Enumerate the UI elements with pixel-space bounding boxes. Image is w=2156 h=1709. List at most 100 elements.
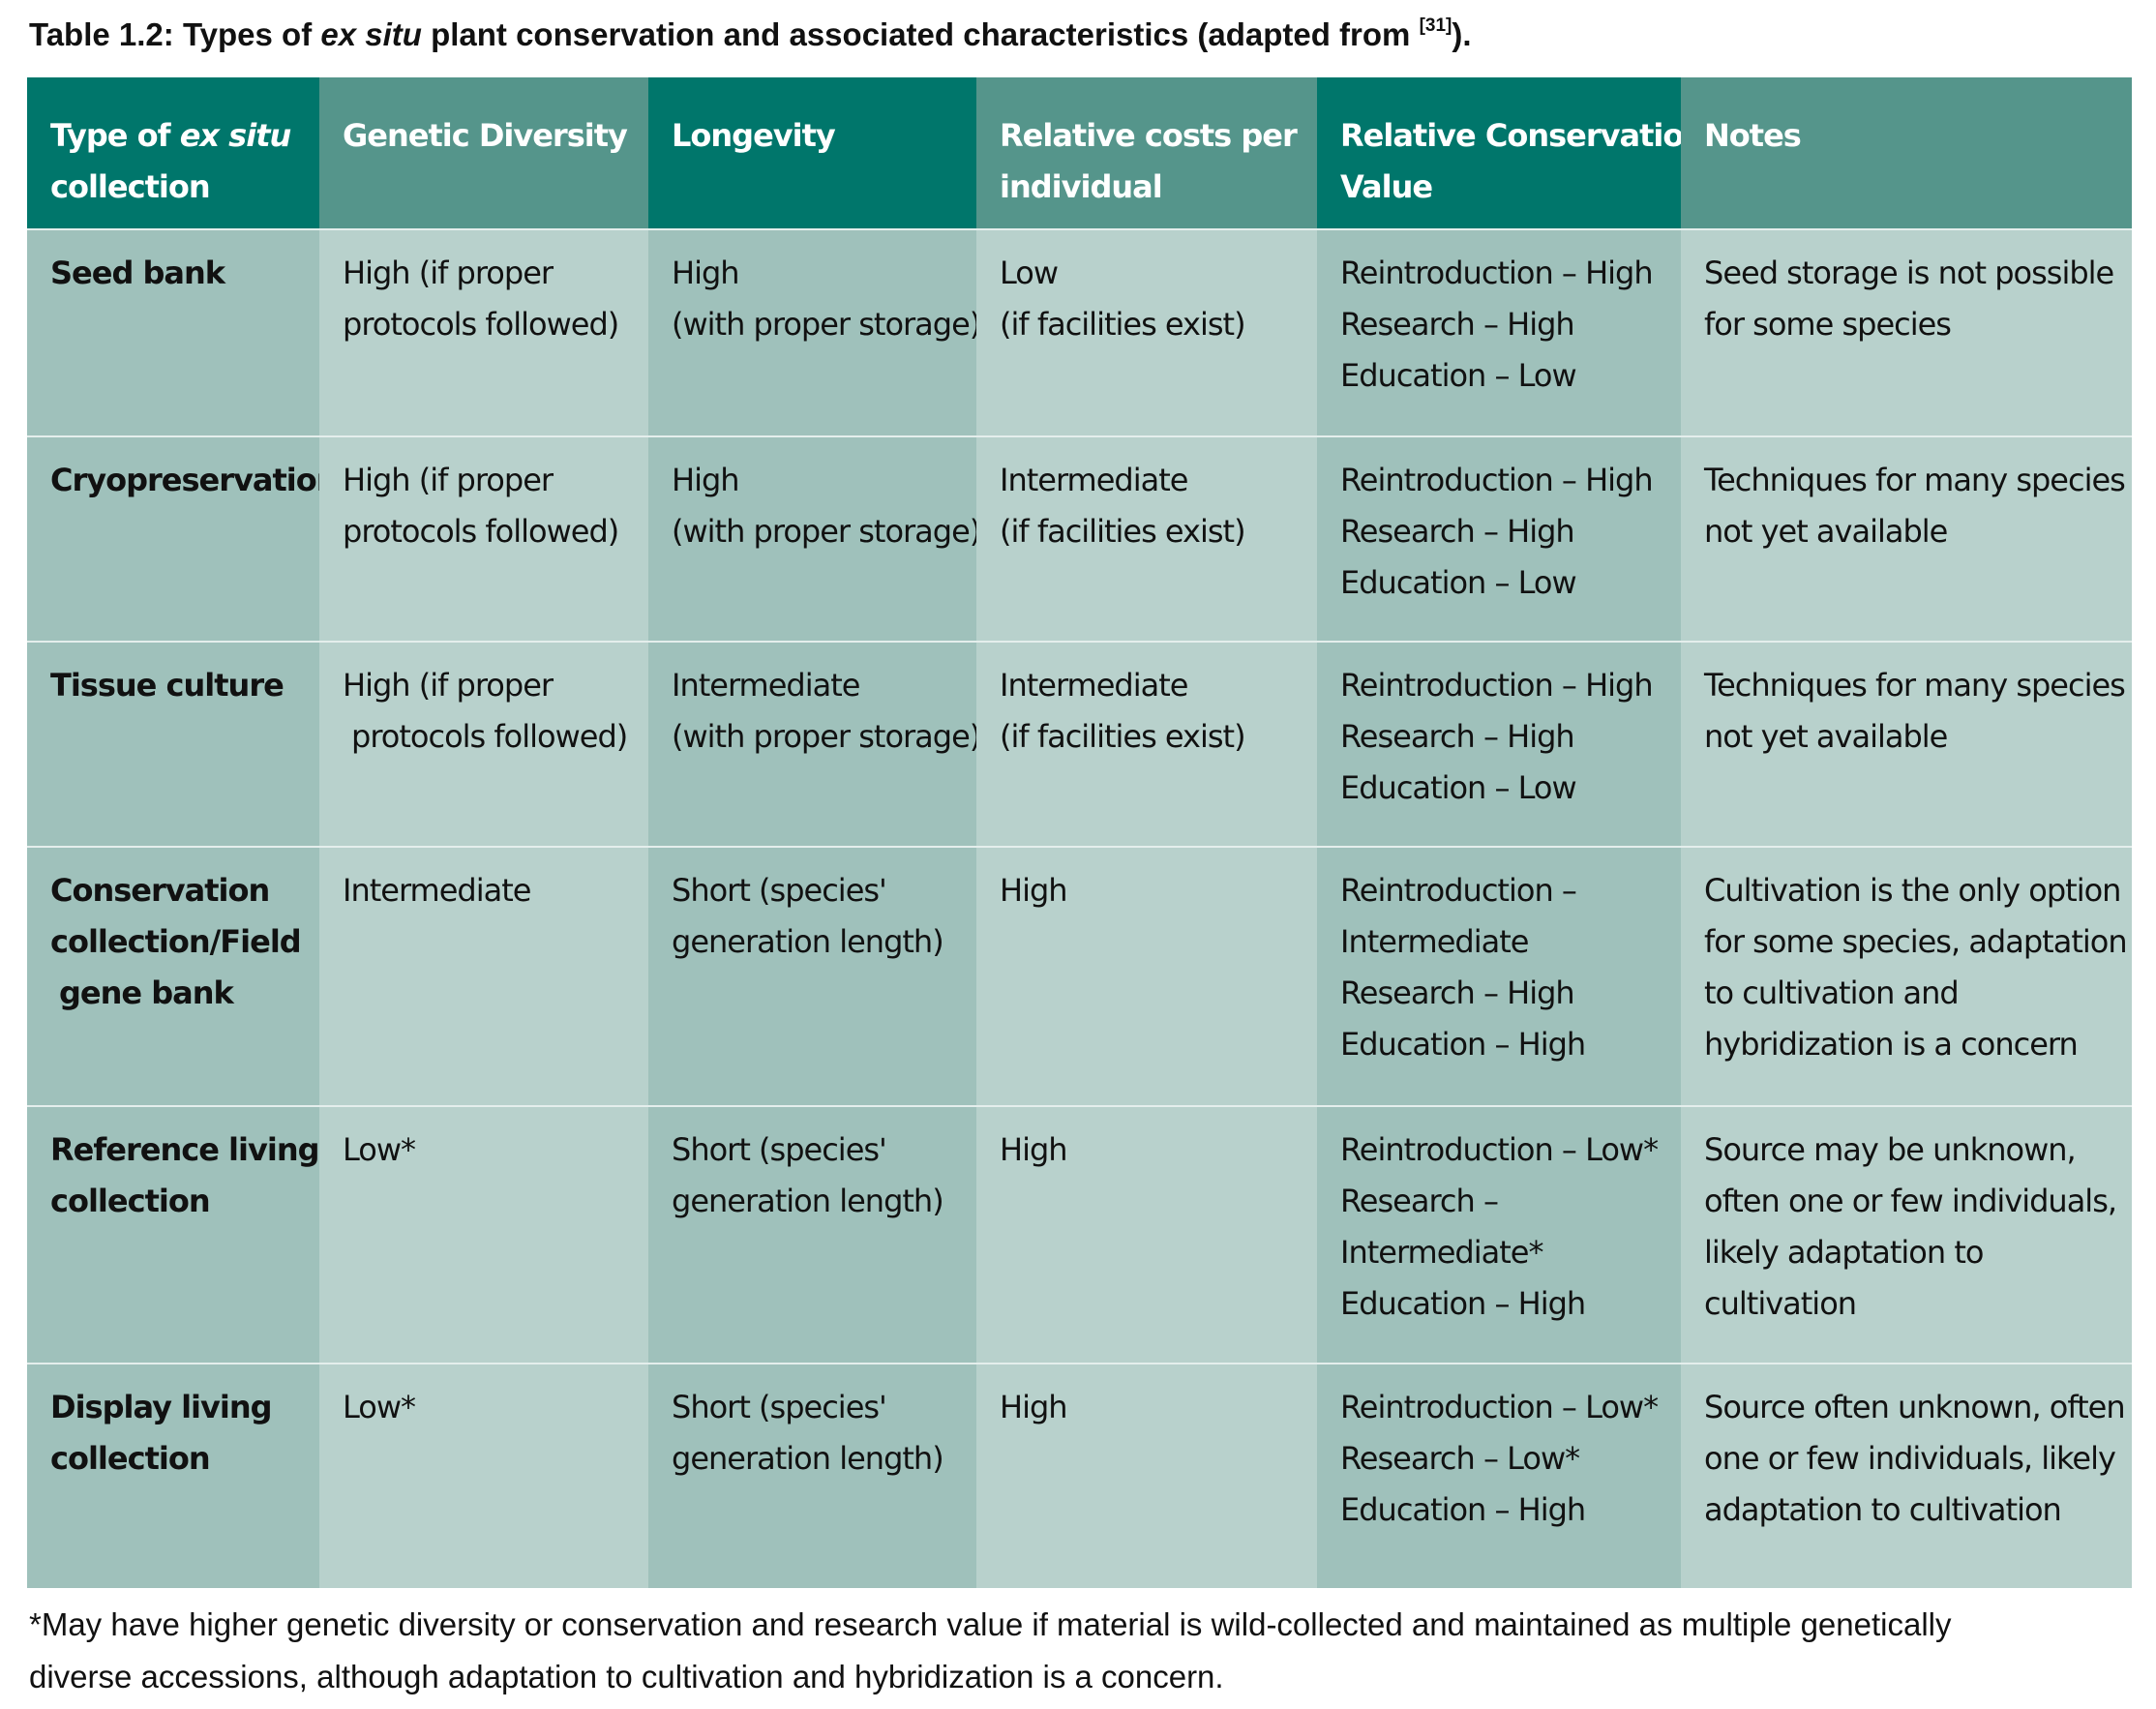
cell-notes-line: for some species, adaptation xyxy=(1704,923,2128,960)
footnote-line-1: *May have higher genetic diversity or co… xyxy=(29,1606,1952,1642)
cell-longevity-line: Short (species' xyxy=(672,872,887,909)
table-caption: Table 1.2: Types of ex situ plant conser… xyxy=(29,14,1472,56)
cell-notes: Cultivation is the only option for some s… xyxy=(1681,846,2132,1106)
caption-middle: plant conservation and associated charac… xyxy=(421,16,1420,52)
caption-reference: [31] xyxy=(1419,15,1452,36)
cell-longevity: Intermediate (with proper storage) xyxy=(648,641,976,847)
cell-notes-line: Source may be unknown, xyxy=(1704,1131,2077,1168)
cell-genetic-diversity-line: protocols followed) xyxy=(351,718,628,755)
header-notes: Notes xyxy=(1681,77,2132,229)
cell-relative-cost: High xyxy=(976,1363,1317,1588)
cell-genetic-diversity: High (if proper protocols followed) xyxy=(319,641,648,847)
caption-italic: ex situ xyxy=(320,16,422,52)
cell-conservation-value-line: Research – High xyxy=(1340,306,1575,343)
cell-type-line: collection/Field xyxy=(50,923,302,960)
cell-relative-cost-line: (if facilities exist) xyxy=(1000,718,1246,755)
cell-type: Cryopreservation xyxy=(27,435,319,642)
cell-notes-line: Techniques for many species xyxy=(1704,667,2126,704)
cell-type: Display living collection xyxy=(27,1363,319,1588)
cell-conservation-value-line: Education – High xyxy=(1340,1491,1586,1528)
cell-longevity-line: Short (species' xyxy=(672,1131,887,1168)
cell-notes: Source may be unknown, often one or few i… xyxy=(1681,1105,2132,1364)
cell-notes-line: Cultivation is the only option xyxy=(1704,872,2121,909)
caption-suffix: ). xyxy=(1452,16,1472,52)
cell-longevity-line: Intermediate xyxy=(672,667,860,704)
cell-conservation-value: Reintroduction – Low* Research – Low* Educ… xyxy=(1317,1363,1681,1588)
cell-type-line: Tissue culture xyxy=(50,667,284,704)
cell-genetic-diversity-line: High (if proper xyxy=(343,667,554,704)
cell-genetic-diversity: High (if proper protocols followed) xyxy=(319,435,648,642)
cell-longevity-line: Short (species' xyxy=(672,1389,887,1425)
cell-conservation-value-line: Education – High xyxy=(1340,1026,1586,1063)
cell-genetic-diversity-line: protocols followed) xyxy=(343,513,619,550)
cell-notes-line: cultivation xyxy=(1704,1285,1857,1322)
header-type-post: collection xyxy=(50,168,211,205)
cell-notes: Techniques for many species not yet avail… xyxy=(1681,435,2132,642)
cell-conservation-value-line: Reintroduction – High xyxy=(1340,462,1654,498)
table-row: Seed bank High (if proper protocols follow… xyxy=(27,228,2132,436)
conservation-table: Type of ex situ collection Genetic Diver… xyxy=(27,77,2132,1588)
cell-type-line: gene bank xyxy=(59,974,234,1011)
cell-longevity-line: generation length) xyxy=(672,923,944,960)
cell-notes-line: to cultivation and xyxy=(1704,974,1960,1011)
cell-longevity: High (with proper storage) xyxy=(648,228,976,436)
table-footnote: *May have higher genetic diversity or co… xyxy=(29,1599,2139,1703)
cell-conservation-value-line: Intermediate* xyxy=(1340,1234,1543,1271)
cell-genetic-diversity-line: protocols followed) xyxy=(343,306,619,343)
cell-genetic-diversity: Low* xyxy=(319,1105,648,1364)
cell-longevity: Short (species' generation length) xyxy=(648,1363,976,1588)
cell-relative-cost-line: (if facilities exist) xyxy=(1000,306,1246,343)
cell-conservation-value-line: Research – High xyxy=(1340,718,1575,755)
cell-relative-cost: Intermediate (if facilities exist) xyxy=(976,641,1317,847)
table-row: Reference living collection Low* Short (spe… xyxy=(27,1105,2132,1364)
cell-relative-cost-line: High xyxy=(1000,1131,1068,1168)
cell-type-line: collection xyxy=(50,1440,211,1477)
cell-type-line: Cryopreservation xyxy=(50,462,319,498)
header-row: Type of ex situ collection Genetic Diver… xyxy=(27,77,2132,229)
cell-type: Seed bank xyxy=(27,228,319,436)
cell-relative-cost: High xyxy=(976,846,1317,1106)
cell-conservation-value-line: Education – Low xyxy=(1340,357,1577,394)
cell-notes: Techniques for many species not yet avail… xyxy=(1681,641,2132,847)
cell-type-line: Conservation xyxy=(50,872,270,909)
cell-relative-cost-line: (if facilities exist) xyxy=(1000,513,1246,550)
cell-conservation-value: Reintroduction – High Research – High Educ… xyxy=(1317,228,1681,436)
cell-conservation-value-line: Education – Low xyxy=(1340,769,1577,806)
table-row: Display living collection Low* Short (speci… xyxy=(27,1363,2132,1588)
cell-conservation-value-line: Reintroduction – High xyxy=(1340,255,1654,291)
cell-longevity-line: generation length) xyxy=(672,1183,944,1219)
cell-notes-line: Source often unknown, often xyxy=(1704,1389,2126,1425)
table-row: Cryopreservation High (if proper protocols… xyxy=(27,435,2132,642)
cell-conservation-value-line: Research – xyxy=(1340,1183,1499,1219)
cell-conservation-value-line: Research – High xyxy=(1340,974,1575,1011)
header-type-italic: ex situ xyxy=(179,117,292,154)
cell-notes-line: Techniques for many species xyxy=(1704,462,2126,498)
cell-longevity-line: generation length) xyxy=(672,1440,944,1477)
cell-longevity-line: (with proper storage) xyxy=(672,513,976,550)
cell-genetic-diversity-line: High (if proper xyxy=(343,255,554,291)
cell-genetic-diversity: Intermediate xyxy=(319,846,648,1106)
cell-type-line: Display living xyxy=(50,1389,273,1425)
cell-relative-cost-line: Intermediate xyxy=(1000,667,1188,704)
table-row: Conservation collection/Field gene bank In… xyxy=(27,846,2132,1106)
cell-relative-cost-line: High xyxy=(1000,872,1068,909)
cell-conservation-value-line: Education – High xyxy=(1340,1285,1586,1322)
cell-conservation-value: Reintroduction – Intermediate Research – H… xyxy=(1317,846,1681,1106)
cell-notes-line: one or few individuals, likely xyxy=(1704,1440,2116,1477)
cell-conservation-value-line: Research – High xyxy=(1340,513,1575,550)
cell-notes-line: likely adaptation to xyxy=(1704,1234,1984,1271)
header-type-pre: Type of xyxy=(50,117,180,154)
cell-notes-line: hybridization is a concern xyxy=(1704,1026,2079,1063)
header-relative-costs: Relative costs per individual xyxy=(976,77,1317,229)
header-conservation-value: Relative Conservation Value xyxy=(1317,77,1681,229)
cell-notes: Source often unknown, often one or few in… xyxy=(1681,1363,2132,1588)
cell-relative-cost-line: Intermediate xyxy=(1000,462,1188,498)
cell-longevity-line: High xyxy=(672,255,740,291)
cell-relative-cost: Low (if facilities exist) xyxy=(976,228,1317,436)
cell-notes-line: not yet available xyxy=(1704,513,1948,550)
cell-type: Conservation collection/Field gene bank xyxy=(27,846,319,1106)
cell-longevity-line: (with proper storage) xyxy=(672,306,976,343)
cell-longevity-line: High xyxy=(672,462,740,498)
cell-conservation-value: Reintroduction – High Research – High Educ… xyxy=(1317,641,1681,847)
cell-type-line: collection xyxy=(50,1183,211,1219)
